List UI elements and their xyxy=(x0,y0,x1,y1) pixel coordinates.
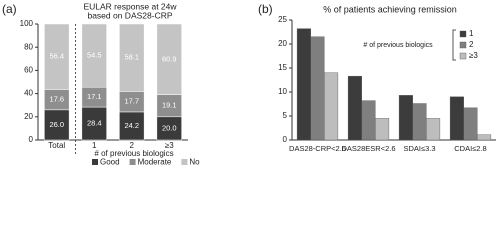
legend-swatch xyxy=(92,159,98,165)
bar xyxy=(449,96,464,141)
legend-swatch xyxy=(181,159,188,165)
y-tick-label: 5 xyxy=(283,111,288,120)
legend-label: No xyxy=(189,158,200,166)
bar xyxy=(324,72,339,141)
x-tick-label: 1 xyxy=(92,141,97,150)
y-tick-label: 20 xyxy=(24,112,33,121)
value-label: 20.0 xyxy=(162,123,177,132)
x-tick-label: CDAI≤2.8 xyxy=(454,144,486,153)
x-tick-label: 2 xyxy=(130,141,135,150)
bar xyxy=(412,103,427,141)
legend-label: Moderate xyxy=(138,158,172,166)
legend-title: # of previous biologics xyxy=(363,42,433,49)
bar xyxy=(398,95,413,141)
value-label: 19.1 xyxy=(162,101,177,110)
value-label: 17.1 xyxy=(87,92,102,101)
y-tick-label: 10 xyxy=(278,87,287,96)
chart-title: EULAR response at 24w xyxy=(83,1,177,11)
value-label: 54.5 xyxy=(87,51,102,60)
value-label: 60.9 xyxy=(162,54,177,63)
bar xyxy=(426,118,441,141)
x-axis-label: # of previous biologics xyxy=(94,149,173,158)
bar-segment xyxy=(119,23,145,92)
y-tick-label: 80 xyxy=(24,42,33,51)
bar-segment xyxy=(44,23,70,90)
y-tick-label: 100 xyxy=(20,19,34,28)
legend-swatch xyxy=(459,52,467,60)
bar xyxy=(296,28,311,141)
value-label: 17.6 xyxy=(49,95,64,104)
value-label: 28.4 xyxy=(87,119,102,128)
value-label: 56.4 xyxy=(49,52,64,61)
x-tick-label: DAS28-CRP<2.6 xyxy=(289,144,346,153)
legend-label: 2 xyxy=(469,40,474,49)
y-tick-label: 15 xyxy=(278,63,287,72)
panel-label: (b) xyxy=(258,2,273,16)
value-label: 58.1 xyxy=(124,53,139,62)
chart-title: % of patients achieving remission xyxy=(323,4,457,14)
bar-segment xyxy=(81,106,107,141)
y-tick-label: 0 xyxy=(283,135,288,144)
chart-title: based on DAS28-CRP xyxy=(87,10,172,20)
bar-segment xyxy=(119,111,145,141)
y-tick-label: 0 xyxy=(29,135,34,144)
bar-segment xyxy=(156,23,182,95)
bar xyxy=(347,75,362,141)
bar-segment xyxy=(81,23,107,88)
x-tick-label: Total xyxy=(48,141,65,150)
figure: (a) EULAR response at 24w based on DAS28… xyxy=(2,1,496,166)
value-label: 26.0 xyxy=(49,120,64,129)
legend-swatch xyxy=(459,30,467,38)
bar xyxy=(375,118,390,141)
y-tick-label: 60 xyxy=(24,66,33,75)
value-label: 24.2 xyxy=(124,121,139,130)
panel-label: (a) xyxy=(2,2,17,16)
x-tick-label: SDAI≤3.3 xyxy=(403,144,435,153)
legend-label: ≥3 xyxy=(469,51,478,60)
legend-label: Good xyxy=(100,158,120,166)
bar xyxy=(477,134,492,141)
bar xyxy=(310,36,325,141)
legend-bracket xyxy=(452,29,456,61)
x-tick-label: ≥3 xyxy=(165,141,174,150)
legend-swatch xyxy=(129,159,136,165)
legend-label: 1 xyxy=(469,29,474,38)
bar xyxy=(361,100,376,141)
legend-swatch xyxy=(459,41,467,49)
y-tick-label: 25 xyxy=(278,15,287,24)
y-tick-label: 40 xyxy=(24,89,33,98)
x-tick-label: DAS28ESR<2.6 xyxy=(342,144,396,153)
y-tick-label: 20 xyxy=(278,39,287,48)
value-label: 17.7 xyxy=(124,97,139,106)
bar xyxy=(463,107,478,141)
